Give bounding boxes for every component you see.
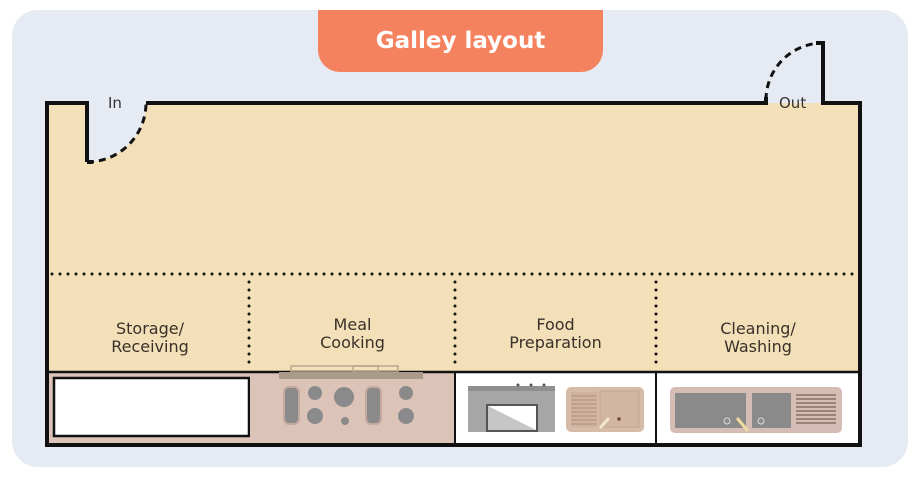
double-sink-icon: [670, 387, 842, 433]
label-line: Receiving: [111, 337, 189, 356]
zone-dividers: [50, 272, 858, 372]
label-line: Storage/: [116, 319, 184, 338]
room-walls: [45, 41, 862, 447]
cooking-counter: [250, 372, 455, 443]
label-line: Preparation: [509, 333, 602, 352]
label-line: Food: [536, 315, 575, 334]
out-door-label: Out: [779, 94, 807, 112]
label-line: Meal: [333, 315, 372, 334]
label-line: Cleaning/: [720, 319, 796, 338]
zone-prep-label: Food Preparation: [455, 316, 656, 352]
oven-icon: [468, 383, 555, 432]
page-title: Galley layout: [318, 10, 603, 72]
storage-shelf: [52, 376, 251, 438]
zone-storage-label: Storage/Receiving: [50, 320, 250, 356]
label-line: Washing: [724, 337, 792, 356]
in-door-label: In: [108, 94, 122, 112]
out-door-swing: [764, 41, 824, 101]
label-line: Cooking: [320, 333, 385, 352]
zone-cooking-label: Meal Cooking: [250, 316, 455, 352]
top-wall: [146, 97, 768, 105]
in-door-swing-area: [87, 103, 146, 162]
prep-sink-icon: [566, 387, 644, 432]
zone-cleaning-label: Cleaning/Washing: [656, 320, 860, 356]
stove-icon: [279, 365, 423, 425]
out-door-swing-area: [766, 44, 823, 103]
